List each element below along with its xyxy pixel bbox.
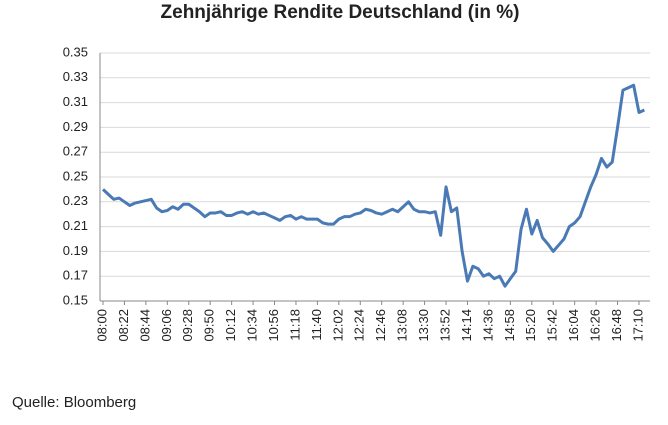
y-tick-label: 0.35 [63, 44, 88, 59]
y-tick-label: 0.27 [63, 144, 88, 159]
x-tick-label: 13:30 [416, 309, 431, 342]
y-tick-label: 0.21 [63, 218, 88, 233]
y-tick-label: 0.29 [63, 119, 88, 134]
x-tick-label: 14:58 [502, 309, 517, 342]
x-tick-label: 09:50 [202, 309, 217, 342]
x-tick-label: 13:08 [395, 309, 410, 342]
x-tick-label: 10:56 [266, 309, 281, 342]
x-tick-label: 09:28 [180, 309, 195, 342]
x-tick-label: 15:42 [545, 309, 560, 342]
x-tick-label: 12:02 [330, 309, 345, 342]
y-tick-label: 0.31 [63, 94, 88, 109]
y-tick-label: 0.33 [63, 69, 88, 84]
x-tick-label: 09:06 [159, 309, 174, 342]
x-tick-label: 11:18 [287, 309, 302, 341]
x-tick-label: 16:26 [588, 309, 603, 342]
x-tick-label: 17:10 [630, 309, 645, 342]
x-tick-label: 15:20 [523, 309, 538, 342]
y-tick-label: 0.23 [63, 193, 88, 208]
x-tick-label: 08:44 [137, 309, 152, 342]
x-tick-label: 12:46 [373, 309, 388, 342]
chart-title: Zehnjährige Rendite Deutschland (in %) [161, 2, 520, 23]
x-tick-label: 14:36 [480, 309, 495, 342]
x-tick-label: 12:24 [352, 309, 367, 342]
x-tick-label: 10:34 [245, 309, 260, 342]
data-line [101, 83, 645, 288]
y-tick-label: 0.19 [63, 243, 88, 258]
source-note: Quelle: Bloomberg [12, 394, 136, 411]
x-tick-label: 16:04 [566, 309, 581, 342]
x-tick-label: 14:14 [459, 309, 474, 342]
x-tick-label: 08:00 [94, 309, 109, 342]
y-tick-label: 0.25 [63, 168, 88, 183]
x-tick-label: 16:48 [609, 309, 624, 342]
y-tick-label: 0.17 [63, 268, 88, 283]
x-tick-label: 11:40 [309, 309, 324, 341]
x-tick-label: 10:12 [223, 309, 238, 342]
x-tick-label: 08:22 [116, 309, 131, 342]
x-tick-label: 13:52 [437, 309, 452, 342]
y-tick-label: 0.15 [63, 292, 88, 307]
